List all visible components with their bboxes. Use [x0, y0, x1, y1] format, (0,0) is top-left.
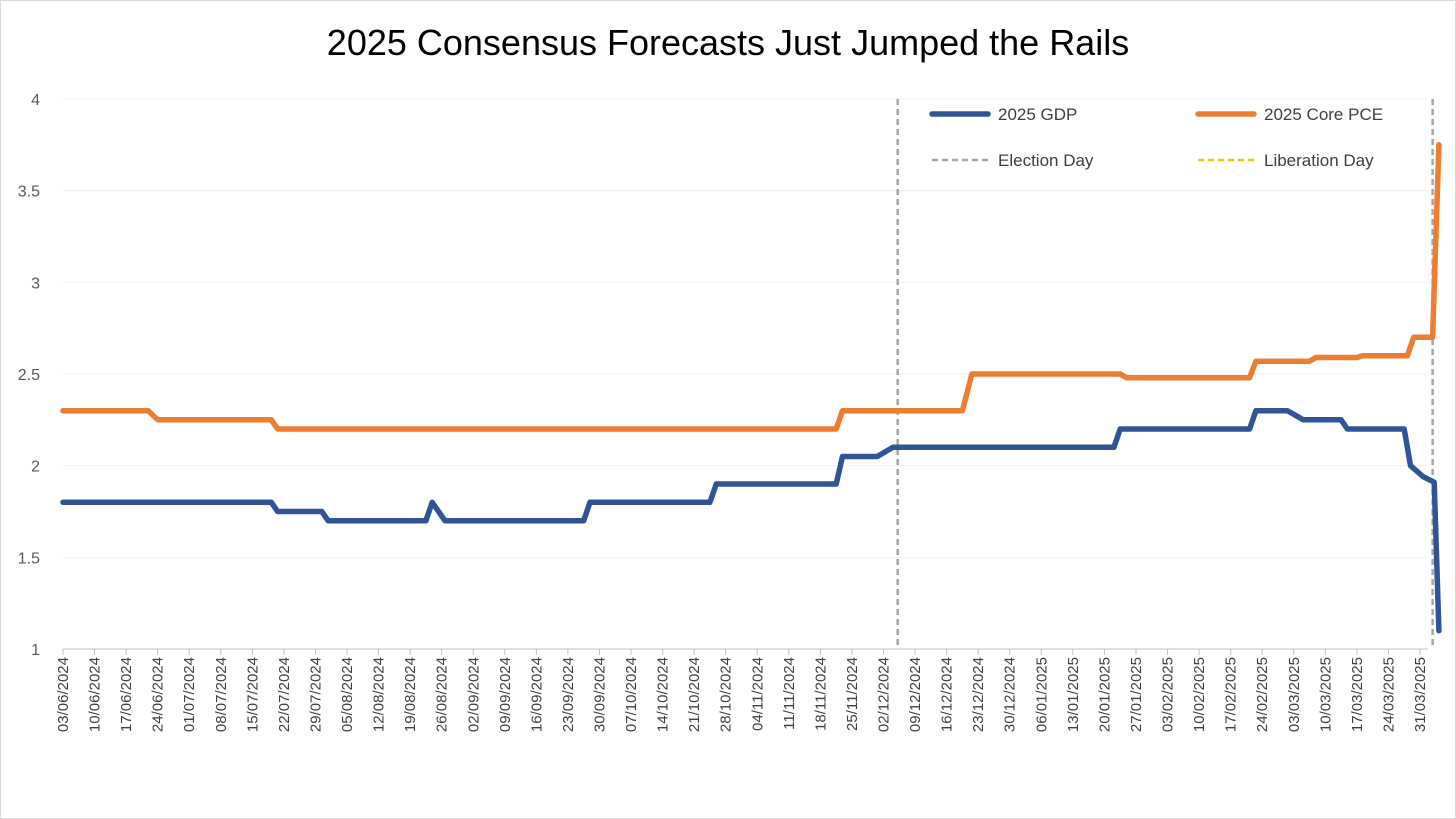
x-tick-label: 16/12/2024 [939, 657, 956, 732]
legend-label: Liberation Day [1264, 151, 1374, 170]
x-tick-label: 17/03/2025 [1349, 657, 1366, 732]
x-tick-label: 17/06/2024 [118, 657, 135, 732]
y-tick-label: 1 [31, 642, 40, 659]
x-tick-label: 30/12/2024 [1002, 657, 1019, 732]
reference-lines [896, 99, 1434, 649]
x-tick-label: 14/10/2024 [655, 657, 672, 732]
x-tick-label: 22/07/2024 [276, 657, 293, 732]
x-tick-label: 28/10/2024 [718, 657, 735, 732]
x-tick-label: 07/10/2024 [623, 657, 640, 732]
x-tick-label: 02/12/2024 [876, 657, 893, 732]
x-tick-label: 30/09/2024 [591, 657, 608, 732]
legend-label: Election Day [998, 151, 1094, 170]
legend: 2025 GDP 2025 Core PCE Election Day Liberat… [929, 105, 1383, 170]
x-tick-label: 24/02/2025 [1254, 657, 1271, 732]
series-line-2025-core-pce [60, 142, 1442, 432]
gridlines [63, 98, 1428, 558]
x-tick-label: 06/01/2025 [1033, 657, 1050, 732]
x-tick-label: 10/03/2025 [1317, 657, 1334, 732]
x-tick-label: 12/08/2024 [371, 657, 388, 732]
x-tick-label: 10/06/2024 [87, 657, 104, 732]
x-tick-label: 08/07/2024 [213, 657, 230, 732]
x-tick-label: 23/12/2024 [970, 657, 987, 732]
x-tick-label: 09/09/2024 [497, 657, 514, 732]
x-tick-label: 09/12/2024 [907, 657, 924, 732]
x-tick-label: 21/10/2024 [686, 657, 703, 732]
y-tick-label: 1.5 [18, 550, 40, 567]
x-tick-label: 20/01/2025 [1096, 657, 1113, 732]
x-tick-label: 24/06/2024 [150, 657, 167, 732]
x-tick-label: 11/11/2024 [781, 657, 798, 730]
x-tick-label: 03/03/2025 [1286, 657, 1303, 732]
x-tick-label: 04/11/2024 [749, 657, 766, 731]
y-tick-label: 2 [31, 459, 40, 476]
y-tick-label: 4 [31, 92, 40, 109]
x-tick-label: 13/01/2025 [1065, 657, 1082, 732]
series-line-2025-gdp [60, 407, 1442, 634]
x-tick-label: 03/02/2025 [1160, 657, 1177, 732]
x-tick-label: 29/07/2024 [307, 657, 324, 732]
legend-label: 2025 Core PCE [1264, 105, 1383, 124]
y-tick-label: 3.5 [18, 184, 40, 201]
y-tick-label: 2.5 [18, 367, 40, 384]
y-tick-label: 3 [31, 275, 40, 292]
x-tick-label: 27/01/2025 [1128, 657, 1145, 732]
x-tick-label: 01/07/2024 [181, 657, 198, 732]
x-tick-label: 10/02/2025 [1191, 657, 1208, 732]
y-axis-ticks: 1 1.5 2 2.5 3 3.5 4 [18, 92, 40, 659]
series-lines [60, 142, 1442, 634]
x-tick-label: 02/09/2024 [465, 657, 482, 732]
x-tick-label: 19/08/2024 [402, 657, 419, 732]
legend-label: 2025 GDP [998, 105, 1077, 124]
x-tick-label: 18/11/2024 [812, 657, 829, 731]
x-axis-ticks: 03/06/2024 10/06/2024 17/06/2024 24/06/2024… [55, 649, 1429, 732]
x-tick-label: 03/06/2024 [55, 657, 72, 732]
x-tick-label: 24/03/2025 [1380, 657, 1397, 732]
chart-title: 2025 Consensus Forecasts Just Jumped the… [326, 22, 1130, 63]
x-tick-label: 05/08/2024 [339, 657, 356, 732]
x-tick-label: 23/09/2024 [560, 657, 577, 732]
x-tick-label: 15/07/2024 [244, 657, 261, 732]
x-tick-label: 26/08/2024 [434, 657, 451, 732]
x-tick-label: 17/02/2025 [1223, 657, 1240, 732]
x-tick-label: 31/03/2025 [1412, 657, 1429, 732]
x-tick-label: 16/09/2024 [528, 657, 545, 732]
x-tick-label: 25/11/2024 [844, 657, 861, 731]
